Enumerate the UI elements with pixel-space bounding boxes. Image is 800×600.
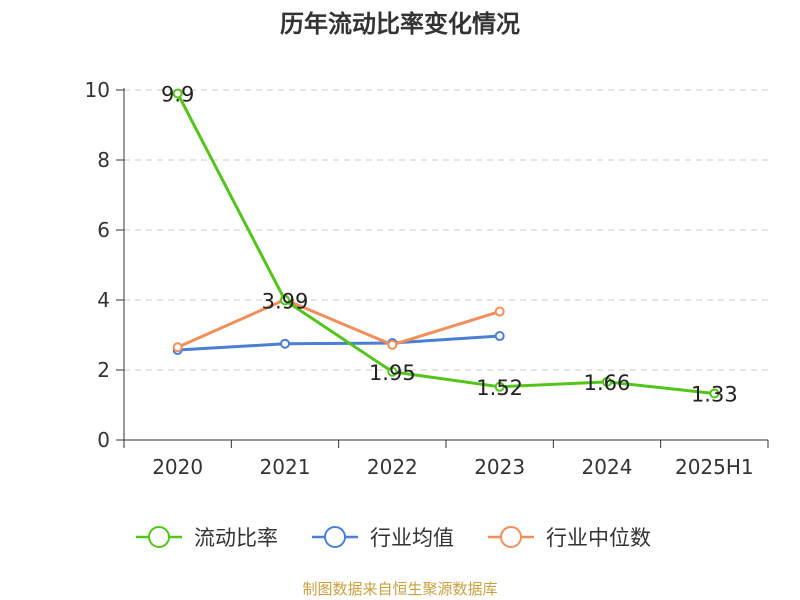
y-tick-label: 6 [97,218,110,242]
y-tick-label: 10 [85,78,110,102]
series-line-2 [177,298,501,349]
x-tick-label: 2020 [152,455,203,479]
data-labels: 9.9 3.99 1.95 1.52 1.66 1.33 [161,83,738,407]
series-line-1 [177,334,500,352]
data-point [494,306,505,317]
data-label: 1.66 [584,371,631,395]
data-point [387,339,398,350]
x-tick-label: 2024 [582,455,633,479]
data-point [172,342,183,353]
data-label: 1.52 [476,376,523,400]
legend-swatch-marker [324,526,346,548]
series-line-0 [176,92,715,395]
x-tick-label: 2025H1 [675,455,754,479]
data-label: 1.95 [369,361,416,385]
y-tick-label: 4 [97,288,110,312]
data-label: 1.33 [691,382,738,406]
data-point [709,388,720,399]
y-tick-label: 2 [97,358,110,382]
data-point [280,295,290,306]
grid-lines [124,89,768,371]
x-tick-label: 2023 [474,455,525,479]
data-point [602,376,612,387]
source-note: 制图数据来自恒生聚源数据库 [302,580,498,598]
legend-item-0[interactable]: 流动比率 [136,526,278,550]
series-group [172,88,720,399]
legend-swatch-marker [500,526,522,548]
y-tick-label: 8 [97,148,110,172]
legend-swatch-marker [148,526,170,548]
legend-item-2[interactable]: 行业中位数 [488,526,651,550]
data-label: 3.99 [262,289,309,313]
legend[interactable]: 流动比率 行业均值 行业中位数 [136,526,651,550]
data-point [494,331,505,342]
legend-label: 行业中位数 [546,526,651,550]
x-tick-label: 2021 [260,455,311,479]
data-point [387,366,398,377]
legend-label: 流动比率 [194,526,278,550]
axes: 0 2 4 6 8 10 2020 2021 2022 2023 2024 2025H1 [85,78,769,479]
data-point [280,338,290,349]
legend-label: 行业均值 [370,526,454,550]
legend-item-1[interactable]: 行业均值 [312,526,454,550]
data-point [172,88,183,99]
chart-title: 历年流动比率变化情况 [280,10,520,38]
data-point [494,381,505,392]
y-tick-label: 0 [97,428,110,452]
x-tick-label: 2022 [367,455,418,479]
data-label: 9.9 [161,83,194,107]
